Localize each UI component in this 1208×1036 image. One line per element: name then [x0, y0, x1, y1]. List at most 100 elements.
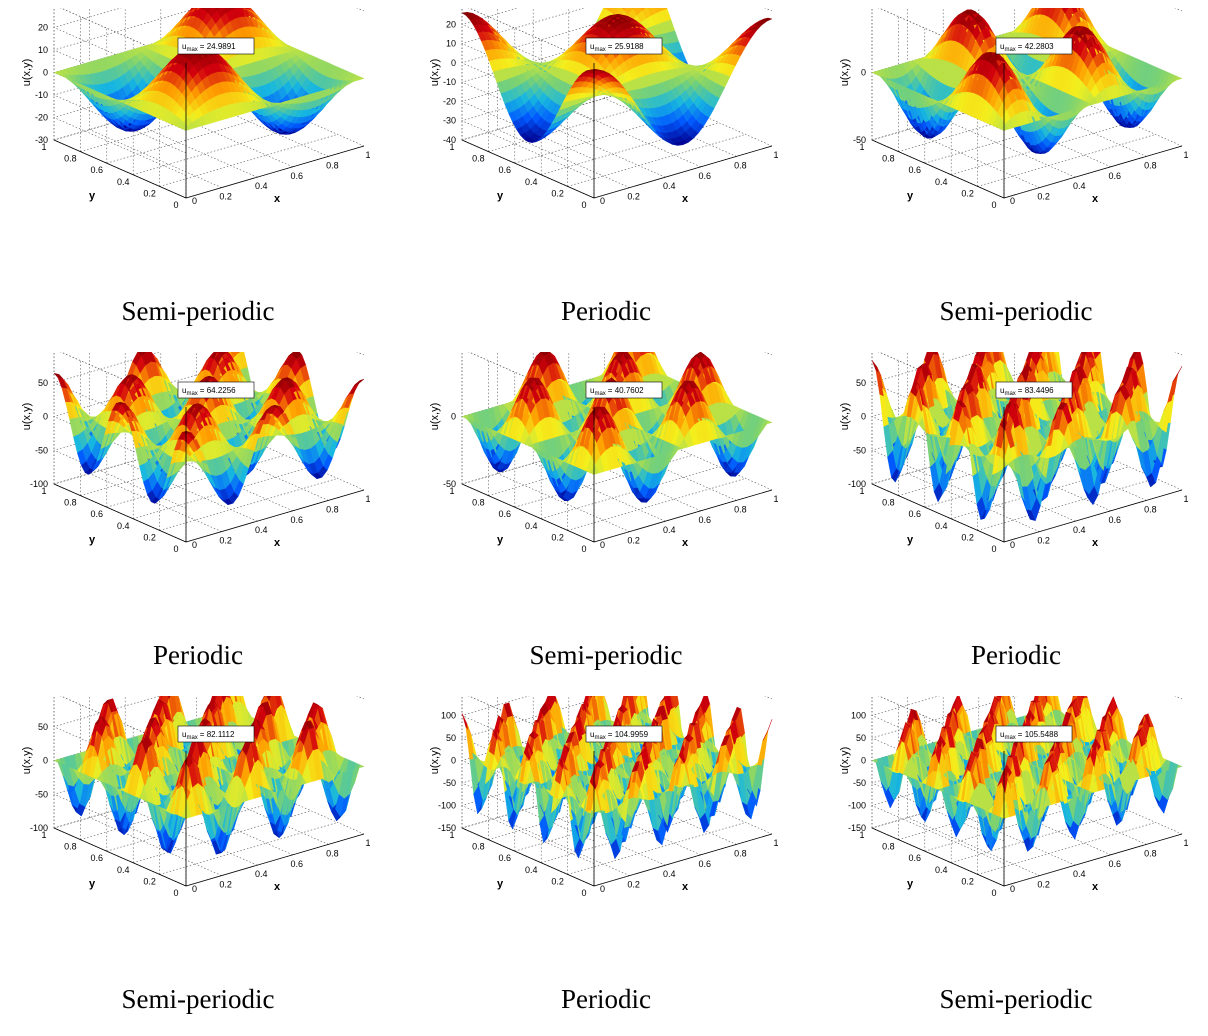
x-origin-tick: 0 — [600, 196, 605, 206]
y-tick-label: 1 — [449, 830, 454, 840]
surface-panel: 3020100-10-20-30-400.20.40.60.81010.80.6… — [416, 8, 796, 348]
x-axis-label: x — [274, 537, 281, 549]
y-tick-label: 0 — [173, 544, 178, 554]
y-axis-label: y — [89, 190, 96, 202]
y-tick-label: 0.4 — [525, 521, 538, 531]
y-tick-label: 0 — [991, 544, 996, 554]
z-tick-label: 20 — [38, 23, 48, 33]
x-tick-label: 1 — [773, 150, 778, 160]
x-origin-tick: 0 — [1010, 884, 1015, 894]
y-axis-label: y — [497, 534, 504, 546]
surface-plot: 3020100-10-20-30-400.20.40.60.81010.80.6… — [416, 8, 796, 298]
z-ticks: 500-50 — [443, 352, 456, 489]
panel-caption: Semi-periodic — [416, 640, 796, 671]
z-axis-label: u(x,y) — [429, 403, 441, 431]
x-tick-label: 0.8 — [326, 504, 339, 514]
x-tick-label: 0.8 — [1144, 160, 1157, 170]
x-tick-label: 0.6 — [1109, 859, 1122, 869]
surface-plot: 100500-50-1000.20.40.60.81010.80.60.40.2… — [8, 696, 388, 986]
y-tick-label: 0.8 — [472, 842, 485, 852]
y-ticks: 10.80.60.40.20 — [449, 830, 586, 898]
x-tick-label: 0.6 — [291, 515, 304, 525]
y-tick-label: 0.6 — [91, 853, 104, 863]
y-tick-label: 1 — [41, 142, 46, 152]
x-axis-label: x — [1092, 881, 1099, 893]
umax-annotation: umax= 83.4496 — [996, 382, 1072, 398]
x-tick-label: 0.4 — [1073, 525, 1086, 535]
y-tick-label: 0.2 — [961, 876, 974, 886]
y-tick-label: 0.2 — [961, 532, 974, 542]
y-ticks: 10.80.60.40.20 — [449, 142, 586, 210]
z-tick-label: -20 — [35, 113, 48, 123]
y-tick-label: 0.2 — [551, 876, 564, 886]
z-axis-label: u(x,y) — [839, 403, 851, 431]
x-tick-label: 0.4 — [255, 869, 268, 879]
y-tick-label: 0.4 — [935, 177, 948, 187]
x-tick-label: 1 — [365, 838, 370, 848]
x-tick-label: 0.8 — [734, 848, 747, 858]
surface-plot: 500-500.20.40.60.81010.80.60.40.20u(x,y)… — [826, 8, 1206, 298]
y-tick-label: 0.6 — [909, 509, 922, 519]
y-tick-label: 0.2 — [143, 532, 156, 542]
panel-caption: Periodic — [8, 640, 388, 671]
panel-caption: Semi-periodic — [8, 984, 388, 1015]
x-tick-label: 1 — [773, 494, 778, 504]
y-tick-label: 0 — [173, 888, 178, 898]
z-axis-label: u(x,y) — [839, 747, 851, 775]
z-tick-label: 100 — [33, 352, 48, 354]
y-tick-label: 0.4 — [935, 521, 948, 531]
x-tick-label: 0.4 — [1073, 181, 1086, 191]
x-origin-tick: 0 — [1010, 540, 1015, 550]
y-tick-label: 1 — [859, 830, 864, 840]
y-tick-label: 0 — [581, 888, 586, 898]
x-tick-label: 0.8 — [734, 160, 747, 170]
x-tick-label: 0.2 — [627, 192, 640, 202]
surface-panel: 3020100-10-20-300.20.40.60.81010.80.60.4… — [8, 8, 388, 348]
surface-mesh — [54, 8, 364, 134]
x-axis-label: x — [682, 537, 689, 549]
panel-caption: Periodic — [416, 984, 796, 1015]
y-tick-label: 0.4 — [117, 177, 130, 187]
y-ticks: 10.80.60.40.20 — [41, 830, 178, 898]
surface-panel: 500-500.20.40.60.81010.80.60.40.20u(x,y)… — [826, 8, 1206, 348]
surface-mesh — [872, 8, 1182, 154]
y-tick-label: 0.6 — [909, 853, 922, 863]
umax-annotation: umax= 25.9188 — [586, 38, 662, 54]
y-tick-label: 0.6 — [91, 509, 104, 519]
panel-caption: Periodic — [416, 296, 796, 327]
surface-panel: 100500-50-1000.20.40.60.81010.80.60.40.2… — [8, 696, 388, 1036]
umax-annotation: umax= 24.9891 — [178, 38, 254, 54]
z-tick-label: -30 — [443, 116, 456, 126]
surface-plot: 150100500-50-100-1500.20.40.60.81010.80.… — [416, 696, 796, 986]
y-ticks: 10.80.60.40.20 — [859, 142, 996, 210]
y-tick-label: 0.2 — [551, 188, 564, 198]
x-tick-label: 0.8 — [1144, 504, 1157, 514]
x-ticks: 0.20.40.60.810 — [192, 150, 371, 206]
z-tick-label: 0 — [43, 412, 48, 422]
y-tick-label: 0.8 — [64, 498, 77, 508]
y-tick-label: 0.8 — [472, 154, 485, 164]
x-tick-label: 0.4 — [1073, 869, 1086, 879]
y-tick-label: 0.4 — [525, 177, 538, 187]
z-tick-label: 50 — [856, 733, 866, 743]
x-tick-label: 1 — [365, 150, 370, 160]
x-axis-label: x — [1092, 537, 1099, 549]
surface-mesh — [462, 8, 772, 146]
x-tick-label: 1 — [1183, 494, 1188, 504]
z-tick-label: 100 — [851, 352, 866, 354]
z-tick-label: 10 — [446, 39, 456, 49]
x-origin-tick: 0 — [1010, 196, 1015, 206]
x-origin-tick: 0 — [192, 884, 197, 894]
z-tick-label: 0 — [451, 58, 456, 68]
x-tick-label: 0.6 — [699, 515, 712, 525]
y-tick-label: 0.8 — [64, 154, 77, 164]
y-tick-label: 1 — [449, 142, 454, 152]
surface-mesh — [462, 352, 772, 502]
x-tick-label: 0.6 — [291, 859, 304, 869]
surface-panel: 100500-50-1000.20.40.60.81010.80.60.40.2… — [8, 352, 388, 692]
z-ticks: 3020100-10-20-30-40 — [443, 8, 456, 145]
umax-annotation: umax= 104.9959 — [586, 726, 662, 742]
z-tick-label: 0 — [861, 756, 866, 766]
y-axis-label: y — [89, 878, 96, 890]
x-tick-label: 0.6 — [699, 859, 712, 869]
